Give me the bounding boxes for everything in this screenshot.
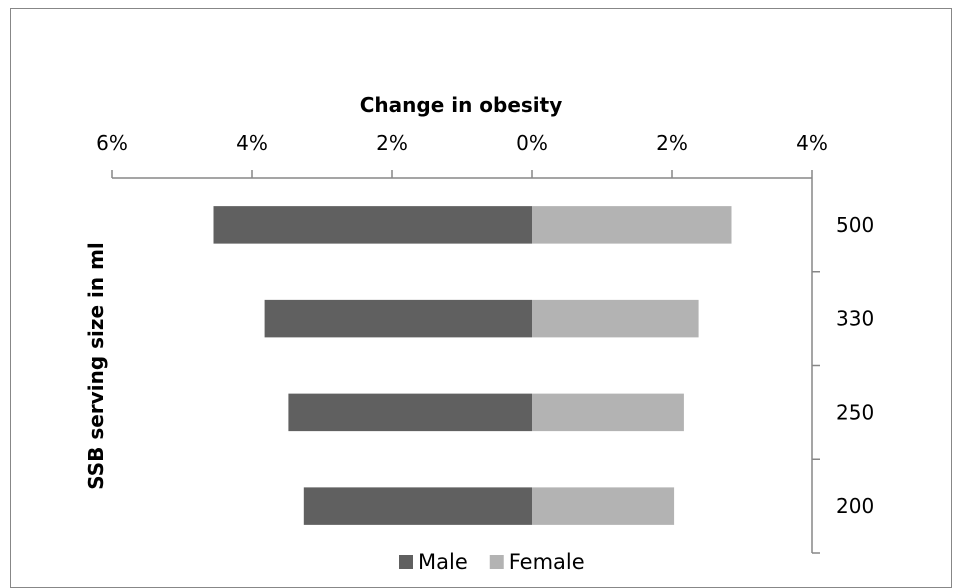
y-axis-title: SSB serving size in ml	[84, 242, 108, 490]
y-tick-label: 500	[836, 213, 874, 237]
x-axis-title: Change in obesity	[360, 93, 563, 117]
y-tick-label: 330	[836, 307, 874, 331]
x-tick-label: 4%	[796, 131, 828, 155]
legend: Male Female	[399, 550, 585, 574]
bars	[213, 206, 732, 525]
y-tick-label: 250	[836, 400, 874, 424]
bar-female-200	[532, 487, 675, 525]
x-tick-label: 6%	[96, 131, 128, 155]
legend-label-female: Female	[509, 550, 585, 574]
y-tick-label: 200	[836, 494, 874, 518]
x-axis-ticks: 6% 4% 2% 0% 2% 4%	[96, 131, 828, 178]
x-tick-label: 2%	[376, 131, 408, 155]
legend-swatch-female	[489, 555, 504, 569]
legend-swatch-male	[399, 555, 413, 569]
bar-female-330	[532, 299, 699, 338]
bar-male-250	[288, 393, 532, 432]
y-axis-ticks: 500 330 250 200	[812, 213, 874, 554]
x-tick-label: 4%	[236, 131, 268, 155]
bar-female-500	[532, 206, 732, 244]
bar-male-200	[303, 487, 532, 525]
x-tick-label: 0%	[516, 131, 548, 155]
bar-female-250	[532, 393, 684, 432]
bar-male-500	[213, 206, 532, 244]
legend-label-male: Male	[418, 550, 468, 574]
x-tick-label: 2%	[656, 131, 688, 155]
bar-male-330	[264, 299, 532, 338]
